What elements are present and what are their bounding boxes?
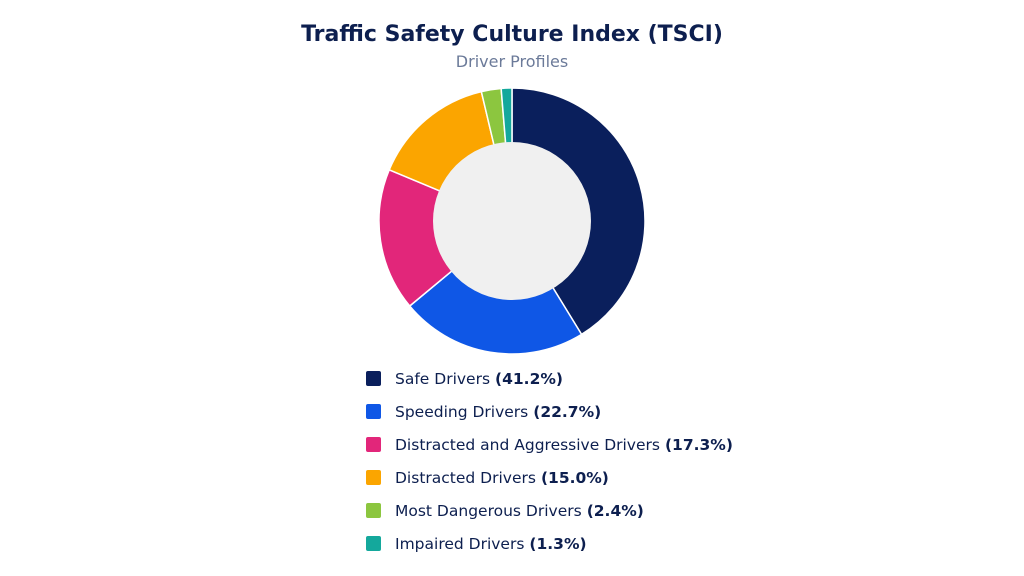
legend-item: Distracted Drivers (15.0%) (366, 461, 733, 494)
legend-swatch (366, 404, 381, 419)
legend: Safe Drivers (41.2%) Speeding Drivers (22.7… (366, 362, 733, 560)
donut-chart (378, 87, 646, 355)
chart-title: Traffic Safety Culture Index (TSCI) (301, 22, 723, 47)
legend-item: Speeding Drivers (22.7%) (366, 395, 733, 428)
legend-label: Distracted Drivers (395, 468, 536, 487)
legend-item: Most Dangerous Drivers (2.4%) (366, 494, 733, 527)
legend-item: Safe Drivers (41.2%) (366, 362, 733, 395)
legend-item: Impaired Drivers (1.3%) (366, 527, 733, 560)
legend-percent: (2.4%) (586, 501, 644, 520)
legend-item: Distracted and Aggressive Drivers (17.3%) (366, 428, 733, 461)
legend-swatch (366, 437, 381, 452)
legend-percent: (22.7%) (533, 402, 602, 421)
legend-swatch (366, 371, 381, 386)
legend-percent: (15.0%) (540, 468, 609, 487)
legend-label: Distracted and Aggressive Drivers (395, 435, 660, 454)
chart-subtitle: Driver Profiles (455, 52, 569, 71)
legend-swatch (366, 536, 381, 551)
legend-label: Most Dangerous Drivers (395, 501, 582, 520)
legend-label: Speeding Drivers (395, 402, 529, 421)
legend-percent: (41.2%) (495, 369, 563, 388)
legend-swatch (366, 470, 381, 485)
legend-label: Safe Drivers (395, 369, 491, 388)
legend-label: Impaired Drivers (395, 534, 525, 553)
donut-hole (433, 142, 591, 300)
legend-percent: (1.3%) (529, 534, 587, 553)
legend-swatch (366, 503, 381, 518)
legend-percent: (17.3%) (664, 435, 733, 454)
